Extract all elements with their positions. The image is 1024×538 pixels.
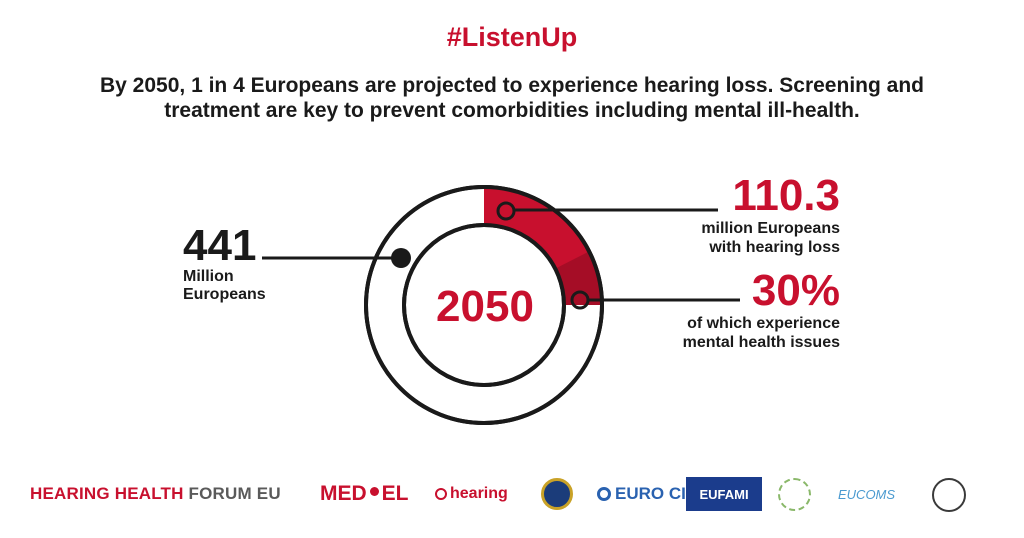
center-year: 2050 <box>436 282 534 331</box>
mental-health-label-2: mental health issues <box>682 334 840 351</box>
population-value: 441 <box>183 221 257 270</box>
population-stat: 441 Million Europeans <box>183 224 266 304</box>
mental-health-label-1: of which experience <box>687 315 840 332</box>
outer-ring-overlay <box>364 185 604 425</box>
population-marker <box>391 248 411 268</box>
ear-emblem-logo <box>932 478 966 512</box>
population-label-2: Europeans <box>183 286 266 303</box>
euro-ciu-text: EURO CIU <box>615 484 699 503</box>
circular-emblem-logo <box>778 478 811 511</box>
hearing-health-forum-logo: HEARING HEALTH FORUM EU <box>30 474 281 514</box>
euro-ciu-ring-icon <box>597 487 611 501</box>
inner-ring-overlay <box>402 223 566 387</box>
hearing-logo: hearing <box>435 474 508 514</box>
hearing-loss-stat: 110.3 million Europeans with hearing los… <box>640 173 840 257</box>
hearing-logo-text: hearing <box>450 485 508 502</box>
eufami-logo: EUFAMI <box>686 477 762 511</box>
hashtag-title: #ListenUp <box>446 22 578 52</box>
intro-line-2: treatment are key to prevent comorbiditi… <box>164 99 860 122</box>
medel-logo: MED EL <box>320 474 409 514</box>
mental-health-segment <box>555 251 602 305</box>
hearing-plus-icon <box>435 488 447 500</box>
hearing-loss-marker <box>496 201 516 221</box>
intro-text: By 2050, 1 in 4 Europeans are projected … <box>60 73 964 123</box>
eucoms-logo: EUCOMS <box>838 486 896 502</box>
medel-dot-icon <box>369 486 379 496</box>
mental-health-marker <box>570 290 590 310</box>
medel-logo-right: EL <box>381 482 409 505</box>
medel-logo-left: MED <box>320 482 367 505</box>
eua-seal-logo <box>541 478 573 510</box>
mental-health-value: 30% <box>751 266 840 315</box>
hhf-logo-grey-text: FORUM EU <box>188 484 281 503</box>
mental-health-stat: 30% of which experience mental health is… <box>620 268 840 352</box>
population-label-1: Million <box>183 268 234 285</box>
euro-ciu-logo: EURO CIU <box>597 474 698 514</box>
hearing-loss-label-2: with hearing loss <box>709 239 840 256</box>
intro-line-1: By 2050, 1 in 4 Europeans are projected … <box>100 74 924 97</box>
hhf-logo-red-text: HEARING HEALTH <box>30 484 184 503</box>
hearing-loss-value: 110.3 <box>732 171 840 220</box>
partner-logos: HEARING HEALTH FORUM EU MED EL hearing EU… <box>0 474 1024 514</box>
hearing-loss-label-1: million Europeans <box>701 220 840 237</box>
